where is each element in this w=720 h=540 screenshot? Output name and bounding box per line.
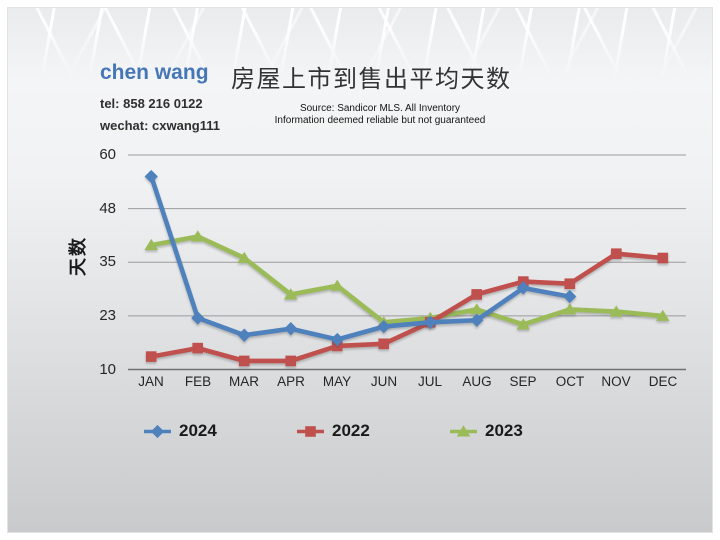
legend-triangle-icon [450,424,477,436]
y-tick-60: 60 [99,146,116,163]
y-tick-35: 35 [99,253,116,270]
legend-label-2024: 2024 [179,421,217,440]
x-tick-AUG: AUG [462,374,492,389]
legend-item-2022: 2022 [297,419,370,443]
x-tick-APR: APR [277,374,305,389]
x-tick-SEP: SEP [509,374,537,389]
chart-title: 房屋上市到售出平均天数 [231,66,512,93]
background-grid-decoration [8,8,712,82]
x-tick-DEC: DEC [648,374,678,389]
source-note: Source: Sandicor MLS. All Inventory Info… [238,103,522,127]
x-tick-NOV: NOV [601,374,631,389]
y-tick-10: 10 [99,361,116,378]
legend-item-2023: 2023 [450,419,523,443]
agent-wechat: wechat: cxwang111 [100,118,220,133]
source-line-1: Source: Sandicor MLS. All Inventory [299,103,461,114]
x-tick-OCT: OCT [555,374,585,389]
agent-tel: tel: 858 216 0122 [100,96,203,111]
legend-item-2024: 2024 [144,419,217,443]
legend-square-icon [297,425,324,437]
legend-diamond-icon [144,424,171,438]
source-line-2: Information deemed reliable but not guar… [274,115,486,126]
agent-name: chen wang [100,61,209,84]
x-tick-MAY: MAY [322,374,352,389]
x-tick-FEB: FEB [184,374,212,389]
legend-label-2022: 2022 [332,421,370,440]
legend-label-2023: 2023 [485,421,523,440]
x-tick-MAR: MAR [229,374,259,389]
y-tick-23: 23 [99,307,116,324]
x-tick-JUL: JUL [417,374,442,389]
x-tick-JAN: JAN [138,374,164,389]
y-tick-48: 48 [99,200,116,217]
x-tick-JUN: JUN [370,374,398,389]
